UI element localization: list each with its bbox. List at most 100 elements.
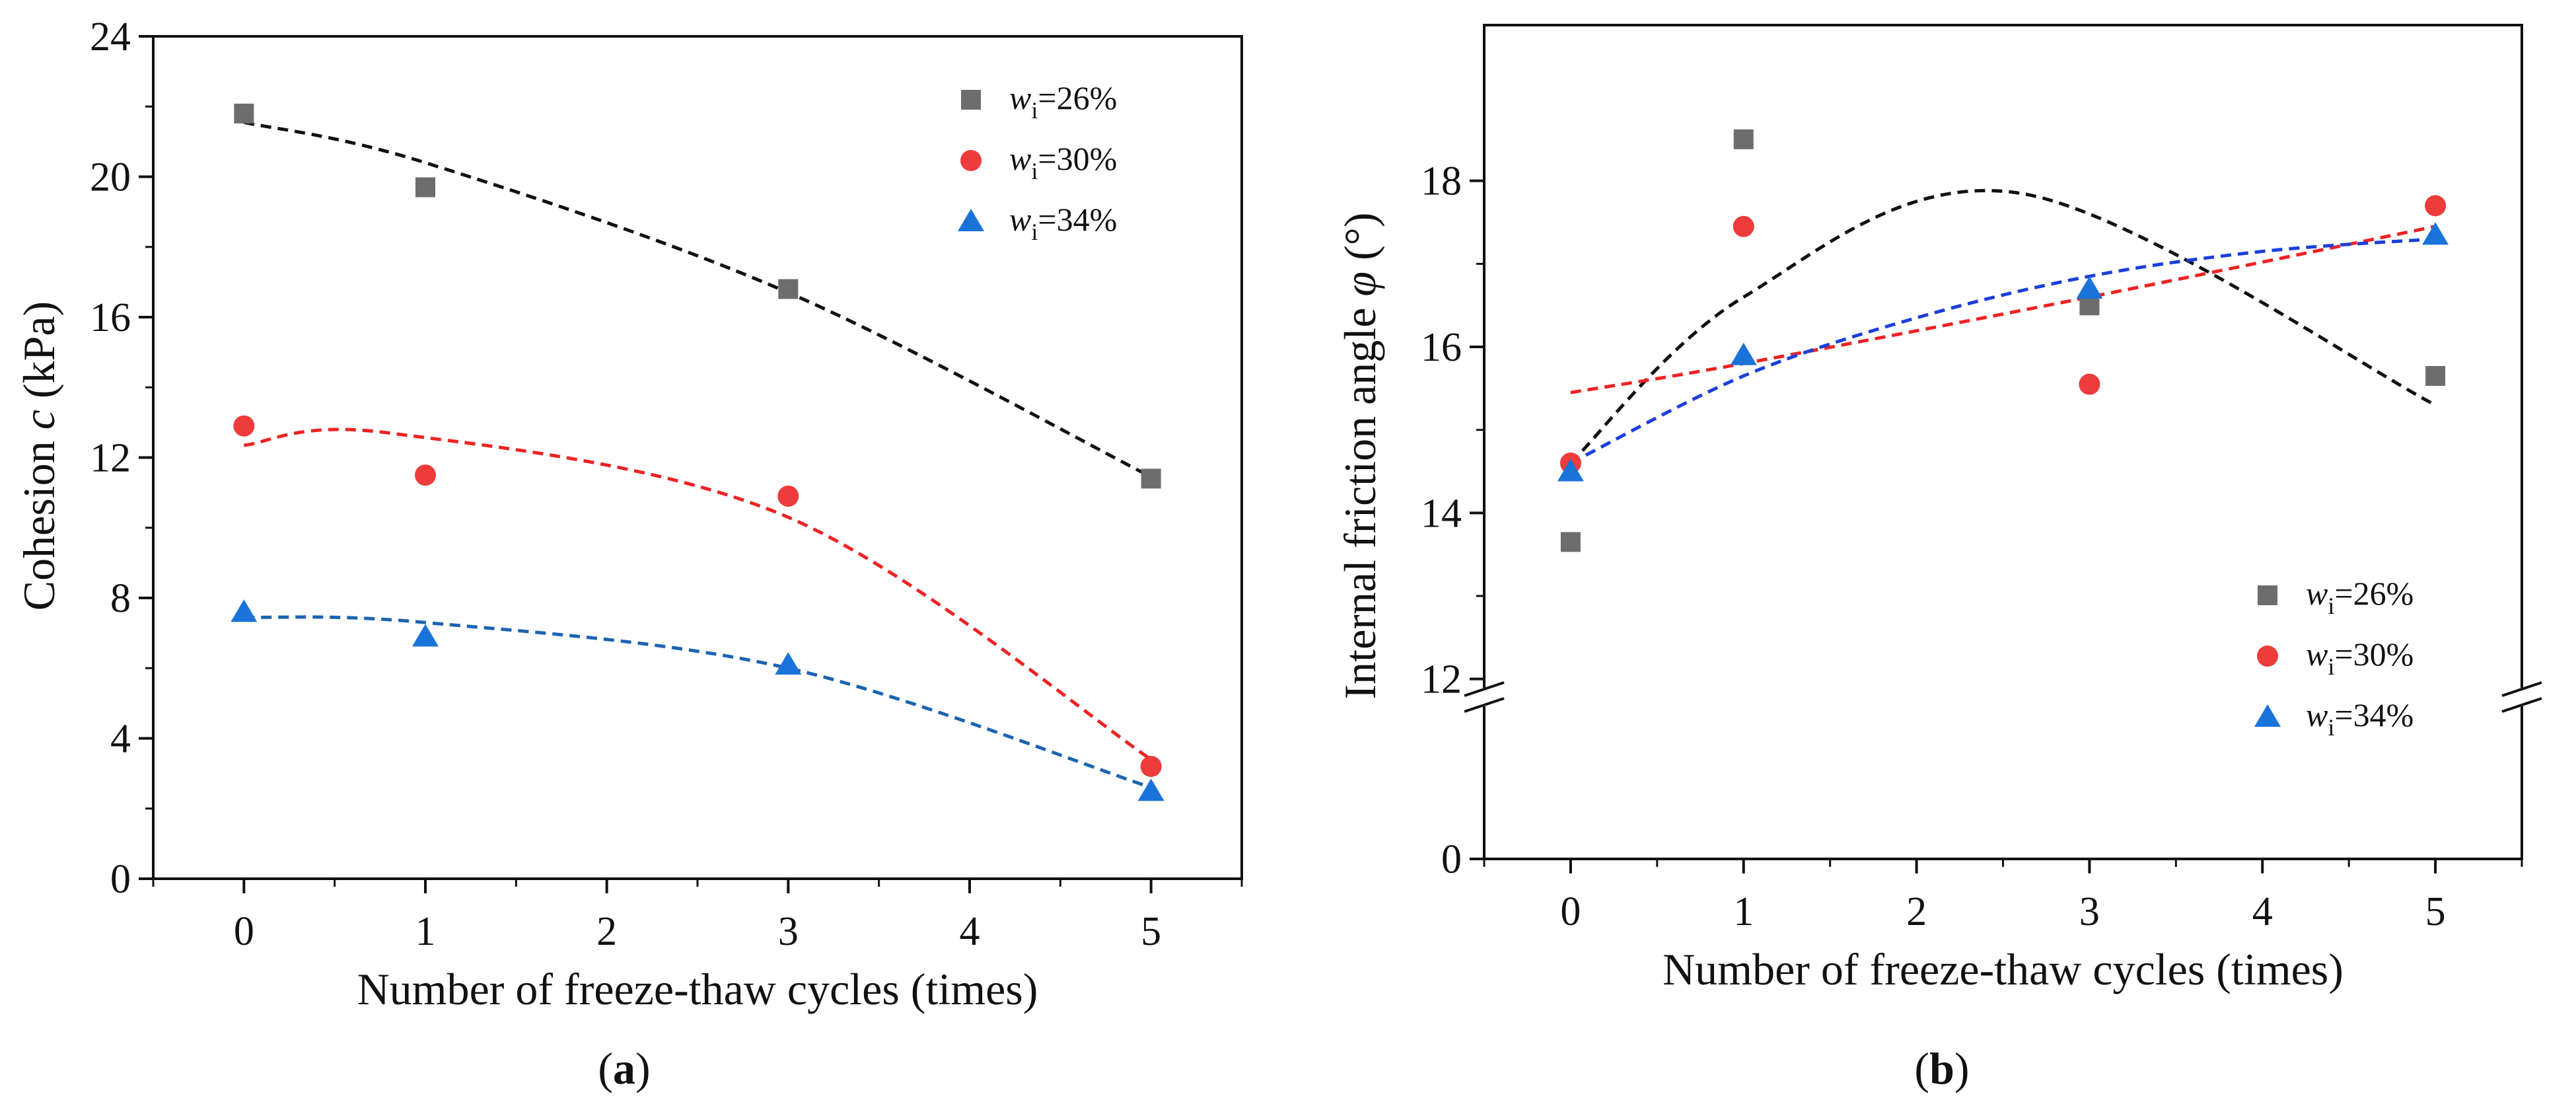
x-tick-label: 2	[596, 909, 617, 954]
legend-subscript: i	[2328, 714, 2334, 741]
legend-subscript: i	[1031, 219, 1038, 245]
y-tick-label: 14	[1421, 491, 1462, 536]
series-0-points	[234, 103, 1161, 489]
data-point-series-2	[231, 599, 258, 622]
axis-break-mark	[2501, 681, 2542, 697]
fit-curve-series-0	[243, 120, 1152, 478]
x-tick-label: 1	[415, 909, 436, 954]
legend-symbol: w	[2306, 636, 2328, 673]
data-point-series-1	[1140, 756, 1162, 777]
y-tick-label: 12	[90, 436, 131, 481]
legend-label: wi=34%	[2306, 696, 2414, 741]
data-point-series-2	[1137, 778, 1164, 801]
data-point-series-1	[233, 415, 255, 437]
y-axis-label: Internal friction angle φ (°)	[1335, 213, 1385, 700]
legend-value: =26%	[1038, 79, 1117, 116]
y-axis-label-symbol: c	[14, 410, 64, 429]
legend-marker	[2257, 646, 2278, 667]
x-tick-label: 5	[1141, 909, 1161, 954]
y-tick-label: 20	[90, 155, 131, 200]
legend-value: =34%	[2334, 696, 2414, 733]
data-point-series-0	[234, 103, 254, 124]
plot-frame	[1483, 24, 2523, 860]
data-point-series-0	[1560, 532, 1581, 552]
legend-symbol: w	[2306, 696, 2328, 733]
legend-subscript: i	[1031, 97, 1038, 124]
legend-marker	[961, 90, 981, 110]
y-tick-label: 24	[90, 15, 131, 59]
panel-caption: (b)	[1914, 1043, 1969, 1093]
legend-subscript: i	[2328, 653, 2334, 680]
data-point-series-1	[2425, 195, 2447, 217]
x-tick-label: 4	[960, 909, 980, 954]
axis-break-gap	[2507, 688, 2536, 706]
panel-b: 0 1 2 3 4 5012141618wi=26%wi=30%wi=34%Number …	[1335, 24, 2542, 1093]
x-axis-label: Number of freeze-thaw cycles (times)	[1663, 944, 2343, 994]
fit-curve-series-1	[1570, 225, 2436, 394]
legend: wi=26%wi=30%wi=34%	[2254, 575, 2414, 741]
legend-label: wi=30%	[1009, 140, 1117, 184]
x-tick-label: 4	[2252, 889, 2273, 934]
axis-break-mark	[2501, 697, 2542, 713]
data-point-series-0	[1141, 468, 1161, 489]
y-tick-label: 16	[90, 295, 131, 340]
data-point-series-1	[2079, 373, 2100, 395]
data-point-series-0	[778, 279, 799, 299]
series-0-points	[1560, 129, 2446, 552]
legend-marker	[2258, 585, 2277, 605]
fit-curve-series-2	[244, 615, 1152, 790]
series-2-points	[231, 599, 1164, 801]
legend: wi=26%wi=30%wi=34%	[958, 79, 1117, 245]
legend-label: wi=34%	[1009, 201, 1117, 245]
data-point-series-2	[2422, 222, 2449, 245]
data-point-series-2	[1557, 459, 1584, 482]
legend-symbol: w	[2306, 575, 2328, 612]
axis-break-mark	[1464, 697, 1505, 713]
legend-label: wi=30%	[2306, 636, 2414, 680]
caption-paren: (	[598, 1043, 613, 1093]
legend-subscript: i	[1031, 158, 1038, 184]
series-2-points	[1557, 222, 2449, 482]
caption-letter: b	[1929, 1043, 1954, 1093]
data-point-series-2	[2076, 276, 2103, 299]
y-axis-label-symbol: φ	[1335, 272, 1385, 297]
data-point-series-0	[2425, 365, 2446, 386]
data-point-series-0	[415, 177, 435, 198]
legend-value: =34%	[1038, 201, 1117, 238]
x-tick-label: 1	[1733, 889, 1754, 934]
y-tick-label: 8	[110, 576, 131, 621]
y-tick-label: 4	[110, 717, 131, 762]
legend-label: wi=26%	[1009, 79, 1117, 124]
y-axis-label-text: Cohesion	[14, 429, 64, 610]
caption-paren: )	[635, 1043, 651, 1093]
data-point-series-2	[1730, 342, 1757, 365]
x-tick-label: 2	[1906, 889, 1927, 934]
legend-marker	[958, 209, 984, 231]
fit-curve-series-1	[244, 427, 1153, 761]
legend-value: =26%	[2334, 575, 2414, 612]
x-tick-label: 3	[778, 909, 799, 954]
legend-symbol: w	[1009, 79, 1031, 116]
data-point-series-0	[2079, 295, 2100, 316]
x-axis-label: Number of freeze-thaw cycles (times)	[357, 964, 1038, 1014]
legend-marker	[2254, 704, 2281, 727]
data-point-series-2	[412, 624, 439, 647]
x-tick-label: 5	[2425, 889, 2446, 934]
fit-curve-series-2	[1569, 237, 2436, 465]
panel-caption: (a)	[598, 1043, 650, 1093]
data-point-series-2	[775, 651, 802, 675]
y-tick-label: 0	[110, 857, 131, 902]
caption-paren: (	[1914, 1043, 1929, 1093]
caption-letter: a	[613, 1043, 635, 1093]
data-point-series-0	[1733, 129, 1754, 149]
caption-paren: )	[1954, 1043, 1970, 1093]
y-tick-label: 0	[1441, 837, 1462, 882]
y-axis-label-unit: (kPa)	[14, 301, 64, 410]
y-tick-label: 12	[1421, 657, 1462, 702]
y-axis-label-unit: (°)	[1335, 213, 1385, 272]
y-axis-label-text: Internal friction angle	[1335, 297, 1385, 700]
legend-value: =30%	[2334, 636, 2414, 673]
data-point-series-1	[1733, 215, 1754, 237]
legend-symbol: w	[1009, 140, 1031, 177]
